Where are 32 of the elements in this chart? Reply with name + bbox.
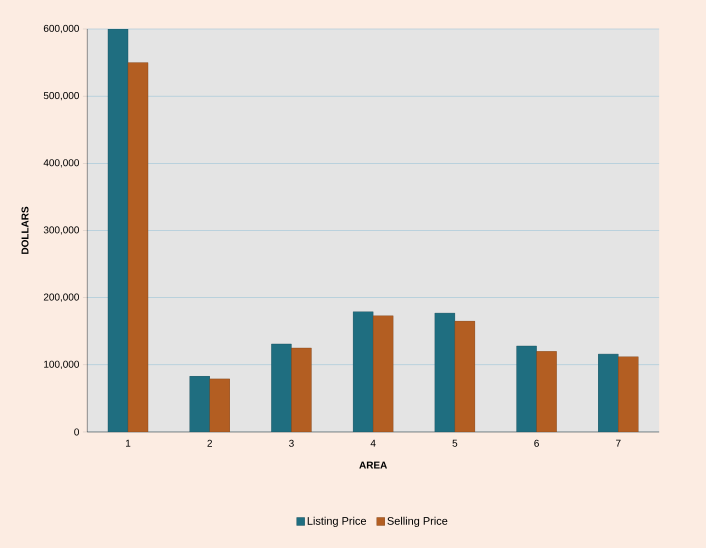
x-tick-label: 3 [289,440,294,447]
legend-label: Listing Price [308,516,366,527]
y-axis-title: DOLLARS [21,206,29,254]
x-axis-title: AREA [359,462,388,469]
y-tick-label: 100,000 [44,360,79,369]
x-tick-label: 1 [126,440,130,447]
legend-label: Selling Price [387,516,448,527]
bar [454,320,476,432]
x-tick-label: 5 [452,440,458,447]
bar [210,378,230,432]
bar [516,346,537,432]
y-tick-label: 600,000 [44,24,79,34]
y-tick-label: 0 [74,428,79,436]
x-tick-label: 2 [207,440,212,447]
bar [128,62,148,432]
bar [352,312,374,432]
bar [271,344,292,432]
bar [291,348,312,432]
x-tick-label: 6 [534,440,539,447]
x-tick-label: 4 [370,440,376,447]
y-tick-label: 400,000 [44,159,79,168]
y-tick-label: 500,000 [44,92,79,100]
bar [598,354,618,432]
bar [618,356,638,432]
bar [108,28,128,432]
x-tick-label: 7 [616,440,621,447]
y-tick-label: 200,000 [44,294,79,302]
bar [536,351,557,432]
y-tick-label: 300,000 [44,226,79,235]
bar [190,376,210,432]
bar [372,316,394,432]
bar [434,312,456,432]
